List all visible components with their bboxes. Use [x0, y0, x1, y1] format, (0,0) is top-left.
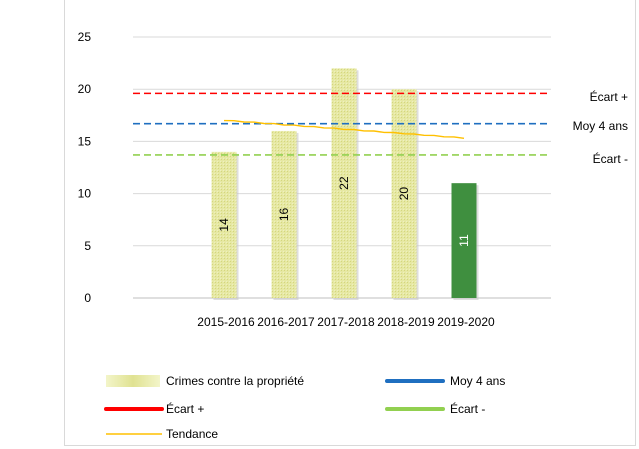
y-tick-label: 10	[78, 187, 92, 201]
reference-line-end-label: Écart -	[593, 151, 628, 166]
bar	[331, 68, 357, 298]
x-tick-label: 2018-2019	[377, 315, 435, 329]
y-tick-label: 5	[84, 239, 91, 253]
reference-line-end-label: Moy 4 ans	[573, 119, 628, 133]
bar	[271, 130, 297, 298]
y-tick-label: 15	[78, 134, 92, 148]
reference-lines: Écart + Moy 4 ans Écart -	[133, 89, 628, 166]
trend-line	[223, 119, 465, 139]
legend: Crimes contre la propriété Moy 4 ans Écart…	[104, 374, 505, 441]
bar	[451, 183, 477, 298]
x-tick-label: 2017-2018	[317, 315, 375, 329]
y-tick-label: 0	[84, 291, 91, 305]
legend-label: Tendance	[166, 427, 218, 441]
y-tick-label: 25	[78, 30, 92, 44]
legend-label: Moy 4 ans	[450, 374, 505, 388]
bar-data-label: 11	[457, 234, 471, 247]
bar-data-label: 16	[277, 207, 291, 221]
reference-line-end-label: Écart +	[590, 89, 628, 104]
bar	[211, 151, 237, 298]
y-axis: 0 5 10 15 20 25	[78, 30, 551, 305]
legend-label: Écart +	[166, 401, 204, 416]
bars: 14 16 22 20 11	[211, 68, 479, 300]
bar-data-label: 22	[337, 176, 351, 190]
legend-label: Écart -	[450, 401, 485, 416]
trend-line-path	[223, 119, 465, 139]
bar-data-label: 14	[217, 218, 231, 232]
y-tick-label: 20	[78, 82, 92, 96]
legend-label: Crimes contre la propriété	[166, 374, 304, 388]
x-tick-label: 2016-2017	[257, 315, 315, 329]
bar-data-label: 20	[397, 187, 411, 201]
x-tick-label: 2015-2016	[197, 315, 255, 329]
x-tick-label: 2019-2020	[437, 315, 495, 329]
legend-swatch-bar	[106, 375, 160, 387]
x-axis: 2015-2016 2016-2017 2017-2018 2018-2019 2019…	[197, 315, 495, 329]
chart-frame: 0 5 10 15 20 25 14 16 22 20 11 Écart + Moy 4 ans Éc…	[64, 0, 636, 446]
